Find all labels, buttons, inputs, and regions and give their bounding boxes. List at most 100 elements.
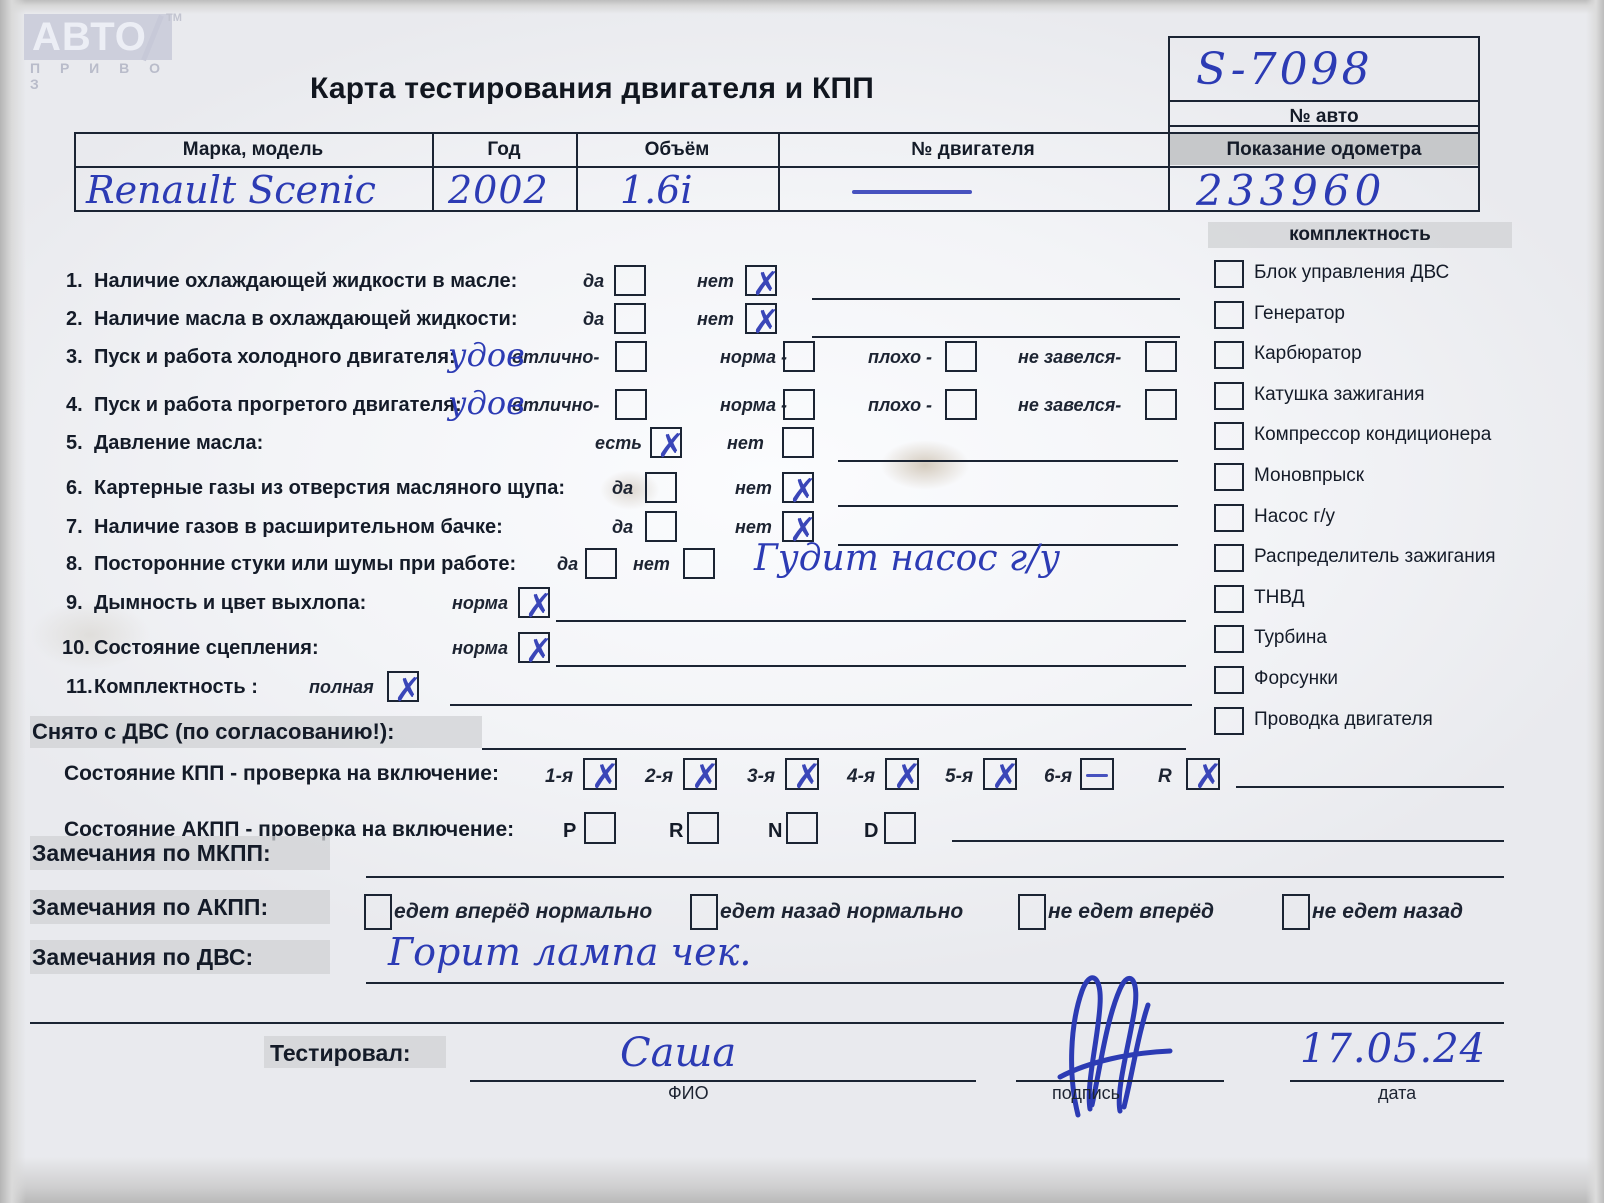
- check-1-checkbox-1[interactable]: ✗: [745, 265, 780, 300]
- check-3-checkbox-2[interactable]: [945, 341, 977, 372]
- handwritten-noise-note: Гудит насос г/у: [754, 538, 1061, 579]
- check-1-checkbox-0[interactable]: [614, 265, 646, 296]
- check-2-checkbox-0[interactable]: [614, 303, 646, 334]
- check-line-5: [838, 460, 1178, 462]
- check-7-checkbox-1[interactable]: ✗: [782, 511, 817, 546]
- vehicle-table-col-sep: [576, 132, 578, 212]
- akpp-position-checkbox-3[interactable]: [884, 812, 916, 844]
- check-10-checkbox-0[interactable]: ✗: [518, 632, 553, 667]
- remarks-mkpp-band: [30, 836, 330, 870]
- check-number-8: 8.: [66, 553, 83, 575]
- tested-by-name-caption: ФИО: [668, 1083, 709, 1103]
- completeness-checkbox-1[interactable]: [1214, 301, 1244, 329]
- check-line-10: [556, 665, 1186, 667]
- akpp-remark-checkbox-3[interactable]: [1282, 894, 1310, 930]
- value-odometer: 233960: [1196, 166, 1387, 215]
- mkpp-gear-checkbox-1[interactable]: ✗: [683, 758, 720, 794]
- check-2-checkbox-1[interactable]: ✗: [745, 303, 780, 338]
- check-4-checkbox-0[interactable]: [615, 389, 647, 420]
- check-label-3: Пуск и работа холодного двигателя:: [94, 346, 456, 368]
- mkpp-label: Состояние КПП - проверка на включение:: [64, 762, 499, 785]
- akpp-label: Состояние АКПП - проверка на включение:: [64, 818, 515, 841]
- check-number-3: 3.: [66, 346, 83, 368]
- check-3-checkbox-0[interactable]: [615, 341, 647, 372]
- completeness-checkbox-7[interactable]: [1214, 544, 1244, 572]
- check-5-checkbox-1[interactable]: [782, 427, 814, 458]
- completeness-checkbox-6[interactable]: [1214, 504, 1244, 532]
- check-label-7: Наличие газов в расширительном бачке:: [94, 516, 503, 538]
- completeness-checkbox-5[interactable]: [1214, 463, 1244, 491]
- mkpp-gear-checkbox-6[interactable]: ✗: [1186, 758, 1223, 794]
- check-11-checkbox-0[interactable]: ✗: [387, 671, 422, 706]
- value-make-model: Renault Scenic: [86, 168, 376, 212]
- completeness-checkbox-4[interactable]: [1214, 422, 1244, 450]
- paper-edge-left: [0, 0, 26, 1203]
- check-3-checkbox-1[interactable]: [783, 341, 815, 372]
- akpp-position-label-3: D: [864, 820, 879, 842]
- value-engine-number-dash: [852, 190, 972, 194]
- header-engine-number: № двигателя: [911, 139, 1035, 160]
- check-5-checkbox-0[interactable]: ✗: [650, 427, 685, 462]
- mkpp-gear-checkbox-3[interactable]: ✗: [885, 758, 922, 794]
- date-value: 17.05.24: [1300, 1026, 1487, 1072]
- check-7-checkbox-0[interactable]: [645, 511, 677, 542]
- removed-from-engine-band: [30, 716, 482, 748]
- akpp-position-checkbox-0[interactable]: [584, 812, 616, 844]
- mkpp-gear-checkbox-2[interactable]: ✗: [785, 758, 822, 794]
- completeness-item-label-11: Проводка двигателя: [1254, 709, 1433, 730]
- tested-by-label: Тестировал:: [270, 1040, 411, 1066]
- akpp-remark-checkbox-2[interactable]: [1018, 894, 1046, 930]
- akpp-remark-checkbox-0[interactable]: [364, 894, 392, 930]
- odometer-header-band: [1170, 134, 1478, 165]
- akpp-position-label-0: P: [563, 820, 577, 842]
- completeness-checkbox-11[interactable]: [1214, 707, 1244, 735]
- check-4-checkbox-3[interactable]: [1145, 389, 1177, 420]
- logo-subtitle-text: П Р И В О З: [30, 60, 169, 92]
- checkbox-dash-mark: [1086, 774, 1108, 777]
- check-number-7: 7.: [66, 516, 83, 538]
- completeness-checkbox-2[interactable]: [1214, 341, 1244, 369]
- removed-from-engine-line: [482, 748, 1186, 750]
- checkbox-x-mark: ✗: [752, 302, 780, 341]
- check-6-option-label-0: да: [612, 478, 634, 498]
- tested-by-name-line: [470, 1080, 976, 1082]
- check-3-checkbox-3[interactable]: [1145, 341, 1177, 372]
- check-4-checkbox-1[interactable]: [783, 389, 815, 420]
- remarks-dvs-line: [366, 982, 1504, 984]
- check-9-checkbox-0[interactable]: ✗: [518, 587, 553, 622]
- check-8-checkbox-0[interactable]: [585, 548, 617, 579]
- remarks-dvs-label: Замечания по ДВС:: [32, 944, 254, 970]
- mkpp-trailing-line: [1236, 786, 1504, 788]
- header-volume: Объём: [644, 139, 710, 160]
- akpp-position-checkbox-2[interactable]: [786, 812, 818, 844]
- mkpp-gear-label-5: 6-я: [1044, 766, 1073, 787]
- check-8-option-label-1: нет: [633, 554, 670, 574]
- vehicle-table-col-sep: [432, 132, 434, 212]
- completeness-item-label-2: Карбюратор: [1254, 343, 1362, 364]
- check-11-option-label-0: полная: [309, 677, 374, 697]
- check-5-option-label-1: нет: [727, 433, 764, 453]
- mkpp-gear-checkbox-0[interactable]: ✗: [583, 758, 620, 794]
- completeness-checkbox-0[interactable]: [1214, 260, 1244, 288]
- akpp-position-checkbox-1[interactable]: [687, 812, 719, 844]
- completeness-item-label-10: Форсунки: [1254, 668, 1338, 689]
- completeness-checkbox-3[interactable]: [1214, 382, 1244, 410]
- akpp-remark-checkbox-1[interactable]: [690, 894, 718, 930]
- check-6-checkbox-1[interactable]: ✗: [782, 472, 817, 507]
- check-6-checkbox-0[interactable]: [645, 472, 677, 503]
- completeness-checkbox-10[interactable]: [1214, 666, 1244, 694]
- mkpp-gear-checkbox-5[interactable]: [1080, 758, 1114, 790]
- check-8-checkbox-1[interactable]: [683, 548, 715, 579]
- akpp-trailing-line: [952, 840, 1504, 842]
- completeness-item-label-4: Компрессор кондиционера: [1254, 424, 1492, 445]
- check-label-9: Дымность и цвет выхлопа:: [94, 592, 367, 614]
- check-number-4: 4.: [66, 394, 83, 416]
- mkpp-gear-label-0: 1-я: [545, 766, 574, 787]
- check-4-checkbox-2[interactable]: [945, 389, 977, 420]
- mkpp-gear-label-6: R: [1158, 766, 1172, 787]
- mkpp-gear-checkbox-4[interactable]: ✗: [983, 758, 1020, 794]
- checkbox-x-mark: ✗: [1194, 757, 1223, 797]
- completeness-checkbox-9[interactable]: [1214, 625, 1244, 653]
- checkbox-x-mark: ✗: [793, 757, 822, 797]
- completeness-checkbox-8[interactable]: [1214, 585, 1244, 613]
